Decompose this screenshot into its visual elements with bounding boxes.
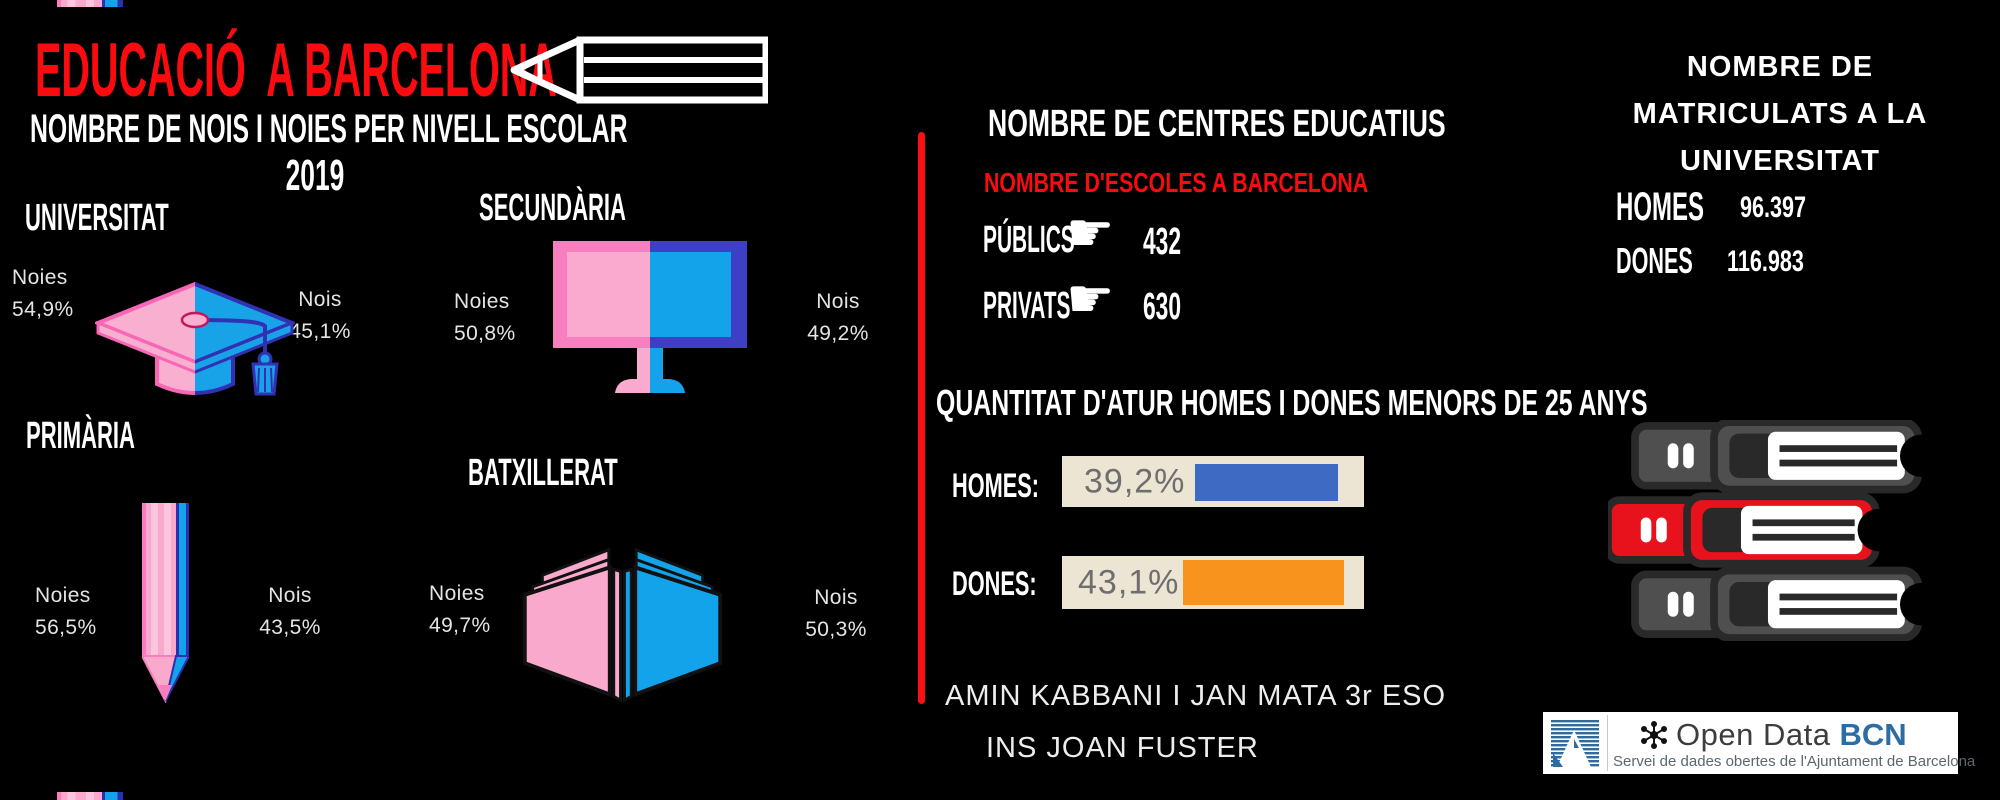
credits-authors: AMIN KABBANI I JAN MATA 3r ESO: [945, 680, 1447, 712]
atur-dones-label: DONES:: [952, 565, 1037, 603]
matriculats-dones-label: DONES: [1616, 240, 1693, 281]
atur-homes-value: 39,2%: [1084, 462, 1186, 500]
logo-brand-suffix: BCN: [1839, 717, 1907, 752]
matriculats-title: NOMBRE DE MATRICULATS A LA UNIVERSITAT: [1632, 51, 1928, 177]
matriculats-homes-label: HOMES: [1616, 185, 1705, 229]
atur-title: QUANTITAT D'ATUR HOMES I DONES MENORS DE…: [936, 382, 1648, 423]
nois-value: 45,1%: [289, 319, 351, 343]
nois-label: Nois: [268, 584, 312, 607]
nois-value: 43,5%: [259, 615, 321, 639]
universitat-nois-stat: Nois 45,1%: [288, 284, 352, 347]
nois-value: 49,2%: [807, 321, 869, 345]
nois-value: 50,3%: [805, 617, 867, 641]
ajuntament-barcelona-icon: [1549, 717, 1601, 769]
network-icon: [1641, 721, 1667, 749]
credits-school: INS JOAN FUSTER: [986, 732, 1259, 764]
matriculats-dones-value: 116.983: [1727, 245, 1804, 278]
privats-value: 630: [1143, 286, 1182, 328]
open-book-icon: [522, 547, 723, 703]
nois-label: Nois: [816, 290, 860, 313]
publics-value: 432: [1143, 221, 1182, 263]
books-stack-icon: [1608, 420, 1926, 641]
noies-label: Noies: [35, 584, 91, 607]
pencil-edge-decor-top: [57, 0, 123, 7]
page-title: EDUCACIÓ A BARCELONA: [35, 28, 557, 113]
primaria-nois-stat: Nois 43,5%: [254, 580, 326, 643]
secundaria-noies-stat: Noies 50,8%: [454, 286, 516, 349]
logo-tagline: Servei de dades obertes de l'Ajuntament …: [1613, 753, 1976, 770]
pencil-icon: [510, 36, 768, 104]
level-title-secundaria: SECUNDÀRIA: [479, 187, 626, 229]
year-label: 2019: [285, 151, 345, 200]
atur-homes-label: HOMES:: [952, 467, 1040, 505]
graduation-cap-icon: [95, 281, 295, 396]
noies-value: 54,9%: [12, 297, 74, 321]
logo-brand-prefix: Open Data: [1676, 717, 1831, 752]
atur-dones-bar: 43,1%: [1062, 556, 1364, 609]
noies-label: Noies: [429, 582, 485, 605]
atur-dones-fill: [1182, 560, 1345, 605]
pencil-vertical-icon: [142, 503, 189, 703]
escoles-subtitle: NOMBRE D'ESCOLES A BARCELONA: [984, 167, 1369, 198]
pointing-hand-icon: ☛: [1066, 267, 1115, 330]
noies-label: Noies: [454, 290, 510, 313]
atur-homes-fill: [1194, 464, 1339, 501]
monitor-icon: [553, 241, 747, 393]
batxillerat-noies-stat: Noies 49,7%: [429, 578, 491, 641]
noies-value: 56,5%: [35, 615, 97, 639]
level-title-universitat: UNIVERSITAT: [25, 197, 169, 239]
level-title-batxillerat: BATXILLERAT: [468, 452, 618, 494]
page-subtitle: NOMBRE DE NOIS I NOIES PER NIVELL ESCOLA…: [30, 107, 628, 151]
noies-value: 49,7%: [429, 613, 491, 637]
nois-label: Nois: [298, 288, 342, 311]
privats-label: PRIVATS: [983, 285, 1071, 327]
batxillerat-nois-stat: Nois 50,3%: [800, 582, 872, 645]
matriculats-homes-value: 96.397: [1740, 191, 1807, 224]
logo-divider: [1607, 715, 1608, 771]
level-title-primaria: PRIMÀRIA: [26, 415, 135, 457]
universitat-noies-stat: Noies 54,9%: [12, 262, 74, 325]
noies-value: 50,8%: [454, 321, 516, 345]
open-data-bcn-logo: Open Data BCN Servei de dades obertes de…: [1543, 712, 1976, 774]
secundaria-nois-stat: Nois 49,2%: [806, 286, 870, 349]
pointing-hand-icon: ☛: [1066, 201, 1115, 264]
nois-label: Nois: [814, 586, 858, 609]
section-divider: [918, 132, 925, 704]
atur-dones-value: 43,1%: [1078, 563, 1180, 601]
atur-homes-bar: 39,2%: [1062, 456, 1364, 507]
noies-label: Noies: [12, 266, 68, 289]
pencil-edge-decor-bottom: [57, 792, 123, 800]
publics-label: PÚBLICS: [983, 219, 1075, 261]
centres-title: NOMBRE DE CENTRES EDUCATIUS: [988, 103, 1446, 145]
primaria-noies-stat: Noies 56,5%: [35, 580, 97, 643]
